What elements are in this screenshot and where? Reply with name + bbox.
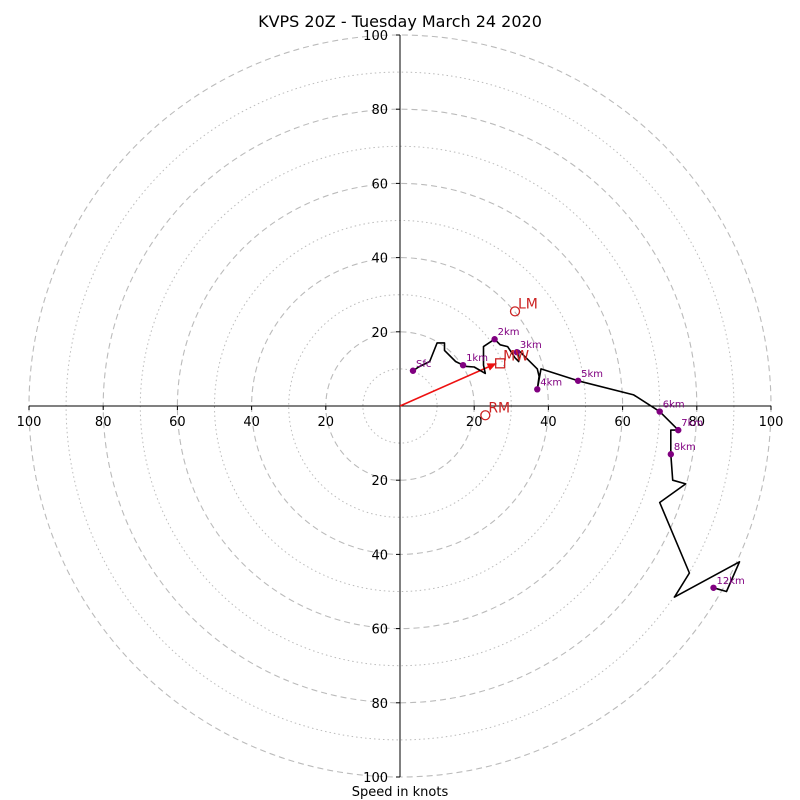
tick-labels: 100 100 100 100 80 80 80 80 60 60 60 60 40 40 40 40 20 20… (17, 29, 784, 786)
storm-motion-marker-rm (480, 410, 491, 421)
x-tick-label: 80 (95, 415, 112, 430)
storm-motion-marker-lm (509, 306, 521, 317)
x-tick-label: 20 (466, 415, 483, 430)
storm-motion-label: MW (503, 348, 529, 364)
height-label: 3km (520, 340, 542, 351)
x-tick-label: 40 (243, 415, 260, 430)
x-tick-label: 80 (689, 415, 706, 430)
x-tick-label: 100 (759, 415, 784, 430)
height-label: Sfc (416, 359, 431, 370)
y-tick-label: 100 (363, 771, 388, 786)
height-marker-4km (534, 386, 541, 393)
height-marker-3km (513, 349, 521, 356)
x-tick-label: 100 (17, 415, 42, 430)
y-tick-label: 60 (371, 623, 388, 638)
height-label: 6km (663, 400, 685, 411)
y-tick-label: 60 (371, 177, 388, 192)
storm-motion-markers: LM MW RM (480, 296, 538, 421)
height-marker-sfc (409, 367, 417, 374)
shear-vector-arrowhead (486, 363, 497, 371)
height-label: 5km (581, 369, 603, 380)
height-label: 1km (466, 353, 488, 364)
chart-title: KVPS 20Z - Tuesday March 24 2020 (258, 12, 542, 31)
x-axis-label: Speed in knots (352, 785, 449, 800)
y-tick-label: 40 (371, 252, 388, 267)
storm-motion-label: RM (488, 400, 510, 416)
x-tick-label: 60 (169, 415, 186, 430)
height-label: 7km (681, 418, 703, 429)
y-tick-label: 20 (371, 326, 388, 341)
height-label: 4km (540, 377, 562, 388)
height-marker-5km (574, 377, 582, 384)
x-tick-label: 20 (318, 415, 335, 430)
height-marker-2km (491, 336, 498, 343)
height-marker-8km (667, 451, 675, 458)
storm-motion-label: LM (518, 296, 538, 312)
height-marker-6km (656, 408, 663, 415)
x-tick-label: 60 (614, 415, 631, 430)
y-tick-label: 80 (371, 697, 388, 712)
storm-motion-marker-mw (495, 358, 506, 369)
y-tick-label: 80 (371, 103, 388, 118)
height-label: 8km (674, 442, 696, 453)
height-label: 2km (498, 327, 520, 338)
y-tick-label: 100 (363, 29, 388, 44)
x-tick-label: 40 (540, 415, 557, 430)
height-marker-1km (459, 361, 467, 369)
height-marker-7km (675, 426, 682, 434)
y-tick-label: 40 (371, 548, 388, 563)
height-marker-12km (710, 584, 717, 591)
y-tick-label: 20 (371, 474, 388, 489)
height-label: 12km (716, 576, 744, 587)
